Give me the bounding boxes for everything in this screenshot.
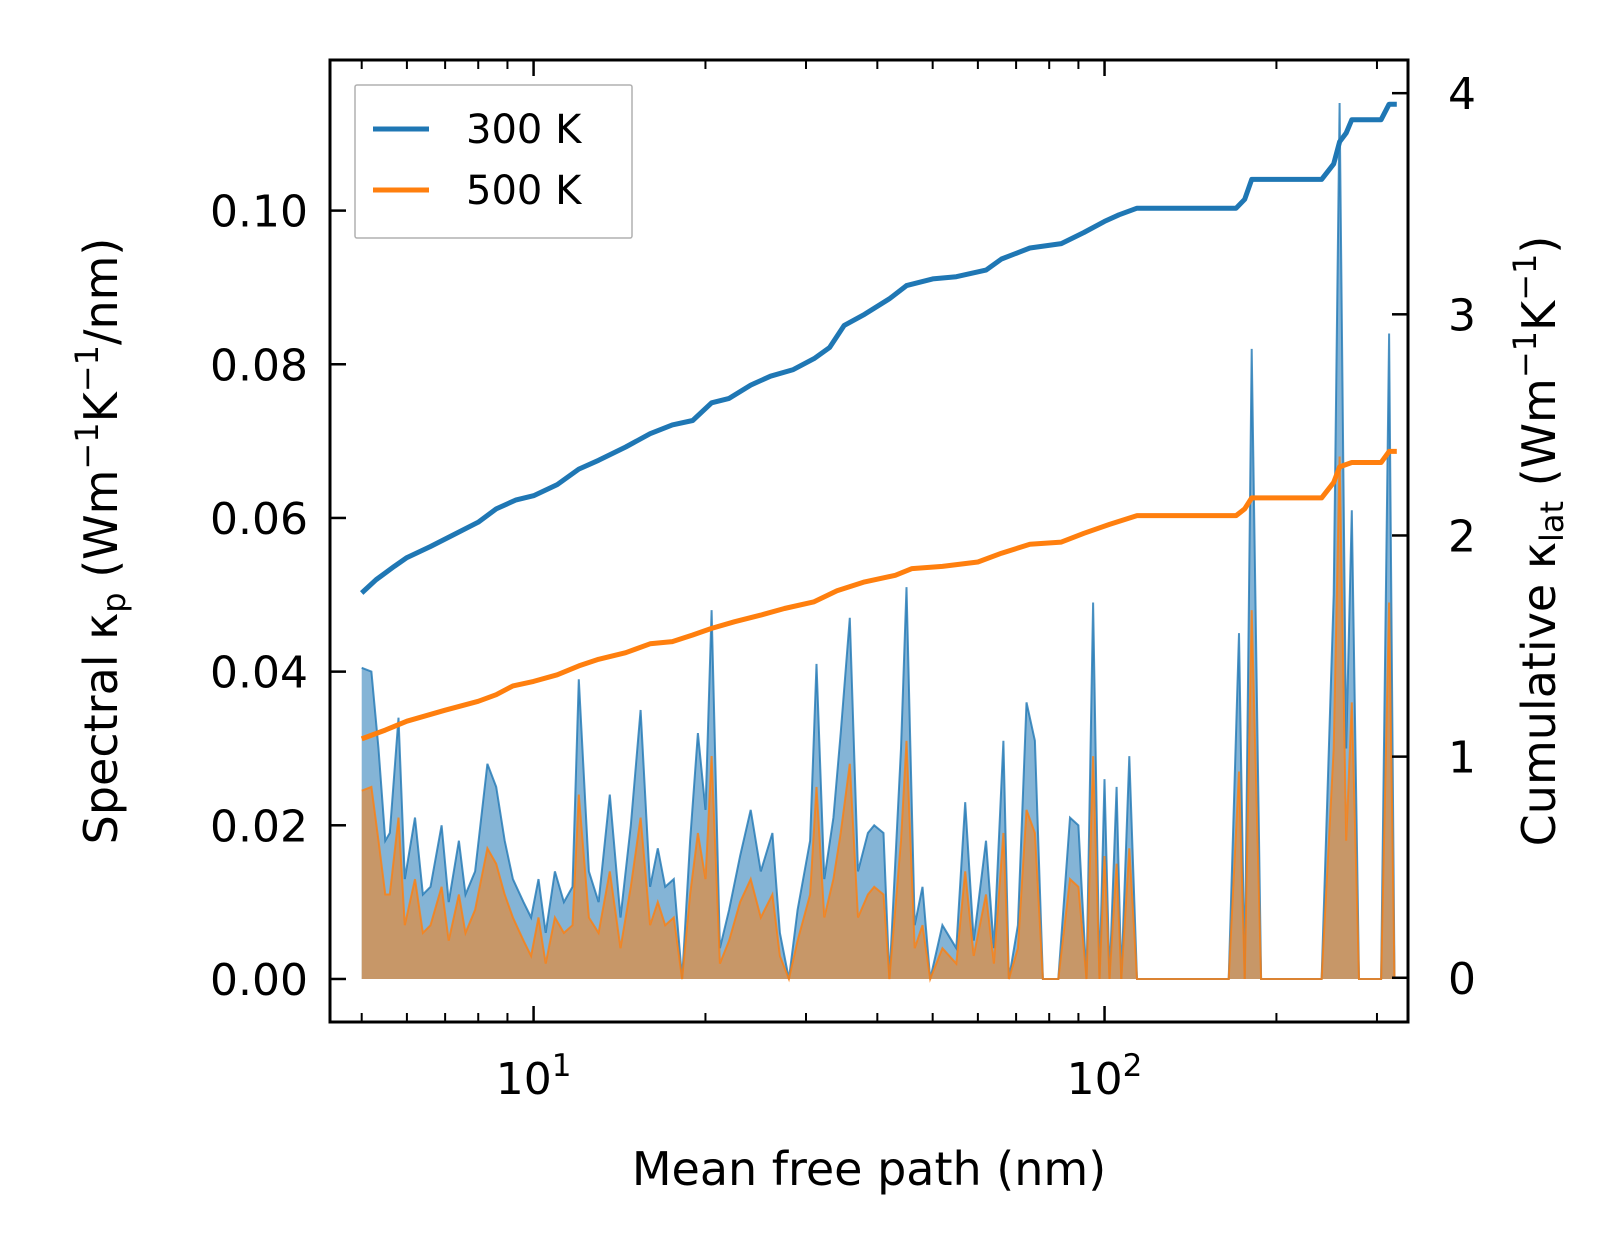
left-y-axis-ticks: 0.00 0.02 0.04 0.06 0.08 0.10 <box>210 187 346 1006</box>
legend: 300 K 500 K <box>354 84 633 239</box>
right-y-tick-label: 1 <box>1448 733 1476 784</box>
right-y-axis-label: Cumulative κlat (Wm−1K−1) <box>1506 236 1571 847</box>
x-axis-ticks: 101 102 <box>360 60 1378 1105</box>
right-y-tick-label: 4 <box>1448 69 1476 120</box>
left-y-tick-label: 0.08 <box>210 340 308 391</box>
left-y-tick-label: 0.06 <box>210 494 308 545</box>
left-y-tick-label: 0.00 <box>210 955 308 1006</box>
x-axis-label: Mean free path (nm) <box>632 1142 1106 1196</box>
left-y-tick-label: 0.04 <box>210 648 308 699</box>
cumulative-line-300k <box>360 101 1397 595</box>
right-y-tick-label: 0 <box>1448 954 1476 1005</box>
right-y-tick-label: 3 <box>1448 290 1476 341</box>
left-y-tick-label: 0.02 <box>210 801 308 852</box>
legend-box <box>354 84 633 239</box>
spectral-line-500k <box>361 456 1396 983</box>
x-tick-label: 101 <box>496 1048 572 1105</box>
spectral-line-300k <box>361 102 1396 980</box>
legend-label-500k: 500 K <box>466 168 583 214</box>
right-y-tick-label: 2 <box>1448 511 1476 562</box>
plot-frame <box>328 58 1410 1024</box>
legend-label-300k: 300 K <box>466 107 583 153</box>
left-y-axis-label: Spectral κp (Wm−1K−1/nm) <box>68 238 133 845</box>
spectral-fills <box>361 102 1396 983</box>
cumulative-lines <box>360 101 1397 742</box>
right-y-axis-ticks: 0 1 2 3 4 <box>1392 69 1476 1005</box>
left-y-tick-label: 0.10 <box>210 187 308 238</box>
cumulative-line-500k <box>360 448 1397 742</box>
x-tick-label: 102 <box>1067 1048 1143 1105</box>
